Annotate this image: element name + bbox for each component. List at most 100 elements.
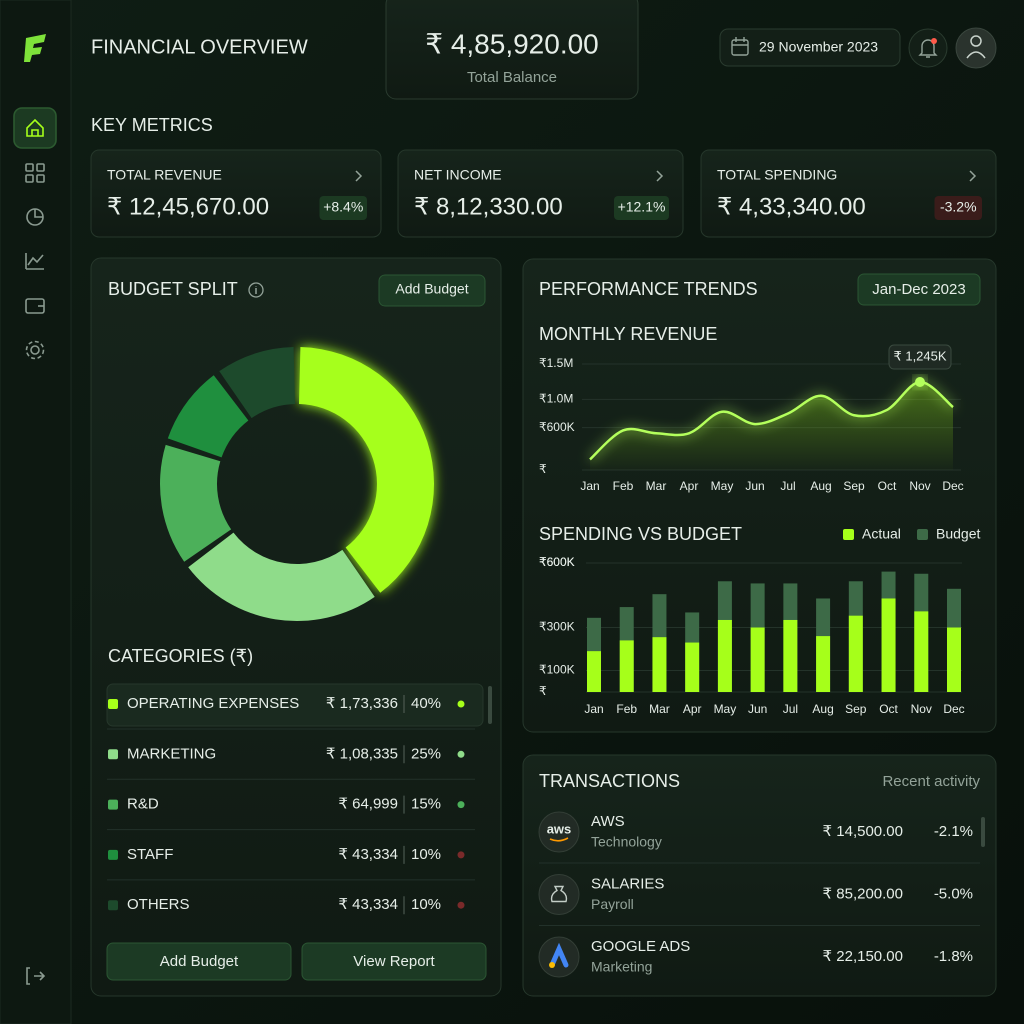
categories-title: CATEGORIES (₹) xyxy=(108,646,253,666)
legend-swatch xyxy=(843,529,854,540)
legend-swatch xyxy=(108,749,118,760)
status-dot xyxy=(457,750,465,758)
category-name: STAFF xyxy=(127,846,173,863)
change-badge xyxy=(614,196,669,220)
metric-label: NET INCOME xyxy=(414,167,502,183)
button-label: Add Budget xyxy=(160,953,239,970)
x-tick-label: Oct xyxy=(878,479,897,493)
avatar[interactable] xyxy=(955,27,997,69)
moneybag-icon xyxy=(550,885,568,903)
y-tick-label: ₹100K xyxy=(539,663,575,677)
metric-card[interactable] xyxy=(700,149,997,238)
donut-segment xyxy=(298,347,434,593)
calendar-icon xyxy=(731,37,749,56)
nav-grid[interactable] xyxy=(25,163,45,183)
transaction-amount: ₹ 14,500.00 xyxy=(823,823,903,840)
change-badge xyxy=(934,196,982,220)
x-tick-label: Oct xyxy=(879,702,898,716)
transaction-name: SALARIES xyxy=(591,875,664,892)
chevron[interactable] xyxy=(969,170,977,182)
category-share: 10% xyxy=(411,846,441,863)
budget-panel xyxy=(90,257,502,997)
bar xyxy=(816,636,831,692)
metric-card[interactable] xyxy=(90,149,382,238)
sidebar xyxy=(0,0,72,1024)
balance-label: Total Balance xyxy=(467,69,557,86)
y-tick-label: ₹ xyxy=(539,684,547,698)
add-budget-button[interactable] xyxy=(106,942,292,981)
chevron[interactable] xyxy=(656,170,664,182)
view-report-button[interactable] xyxy=(301,942,487,981)
transaction-change: -2.1% xyxy=(934,823,973,840)
nav-trends[interactable] xyxy=(25,253,44,270)
category-amount: ₹ 43,334 xyxy=(338,896,398,913)
status-dot xyxy=(457,700,465,708)
x-tick-label: Jun xyxy=(745,479,764,493)
category-amount: ₹ 64,999 xyxy=(338,796,398,813)
nav-active[interactable] xyxy=(13,107,57,149)
nav-settings[interactable] xyxy=(25,340,45,360)
nav-pie[interactable] xyxy=(26,208,44,226)
legend-swatch xyxy=(917,529,928,540)
legend-label: Budget xyxy=(936,526,980,542)
period-button[interactable] xyxy=(857,273,981,306)
transactions-panel xyxy=(522,754,997,997)
bar xyxy=(750,627,765,692)
notifications[interactable] xyxy=(908,28,948,68)
button-label: View Report xyxy=(353,953,435,970)
x-tick-label: Mar xyxy=(649,702,670,716)
revenue-area xyxy=(590,382,953,470)
bar xyxy=(652,637,667,692)
x-tick-label: Nov xyxy=(909,479,930,493)
transaction-icon xyxy=(538,874,580,915)
info-icon[interactable] xyxy=(248,282,264,298)
legend-label: Actual xyxy=(862,526,901,542)
x-tick-label: Jan xyxy=(584,702,603,716)
status-dot xyxy=(457,851,465,859)
transaction-name: AWS xyxy=(591,813,625,830)
y-tick-label: ₹600K xyxy=(539,555,575,569)
metric-value: ₹ 4,33,340.00 xyxy=(717,193,866,220)
chevron[interactable] xyxy=(355,170,363,182)
notification-dot xyxy=(931,38,937,44)
category-name: R&D xyxy=(127,796,159,813)
metric-label: TOTAL REVENUE xyxy=(107,167,222,183)
row-highlight xyxy=(106,683,484,727)
x-tick-label: Dec xyxy=(943,702,964,716)
section-title: KEY METRICS xyxy=(91,115,213,135)
metric-card[interactable] xyxy=(397,149,684,238)
y-tick-label: ₹1.0M xyxy=(539,392,573,406)
bar xyxy=(881,598,896,692)
ads-icon xyxy=(549,942,569,968)
transaction-icon xyxy=(538,936,580,978)
transaction-change: -1.8% xyxy=(934,948,973,965)
nav-home[interactable] xyxy=(26,118,44,137)
panel-title: TRANSACTIONS xyxy=(539,771,680,791)
logo xyxy=(24,34,46,62)
ads-dot xyxy=(549,962,555,968)
transaction-category: Technology xyxy=(591,834,662,850)
bar xyxy=(685,642,700,692)
period-label: Jan-Dec 2023 xyxy=(872,281,965,298)
transaction-amount: ₹ 85,200.00 xyxy=(823,885,903,902)
x-tick-label: Nov xyxy=(911,702,932,716)
category-name: OPERATING EXPENSES xyxy=(127,695,299,712)
nav-wallet[interactable] xyxy=(25,298,45,314)
logo-smile xyxy=(549,837,569,842)
date-pill[interactable] xyxy=(719,28,901,67)
category-share: 25% xyxy=(411,745,441,762)
logo-text: aws xyxy=(547,821,572,836)
tooltip xyxy=(888,344,952,370)
legend-swatch xyxy=(108,799,118,810)
metric-change: -3.2% xyxy=(940,199,977,215)
x-tick-label: May xyxy=(714,702,737,716)
add-budget-button[interactable] xyxy=(378,274,486,307)
donut-segment xyxy=(219,347,296,419)
x-tick-label: Mar xyxy=(646,479,667,493)
metric-change: +8.4% xyxy=(323,199,363,215)
panel-title: PERFORMANCE TRENDS xyxy=(539,279,758,299)
logout[interactable] xyxy=(26,967,46,985)
page-title: FINANCIAL OVERVIEW xyxy=(91,36,308,58)
